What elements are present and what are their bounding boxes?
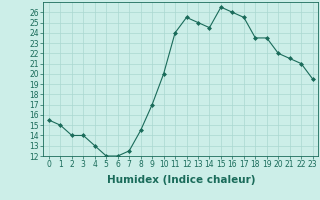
X-axis label: Humidex (Indice chaleur): Humidex (Indice chaleur)	[107, 175, 255, 185]
